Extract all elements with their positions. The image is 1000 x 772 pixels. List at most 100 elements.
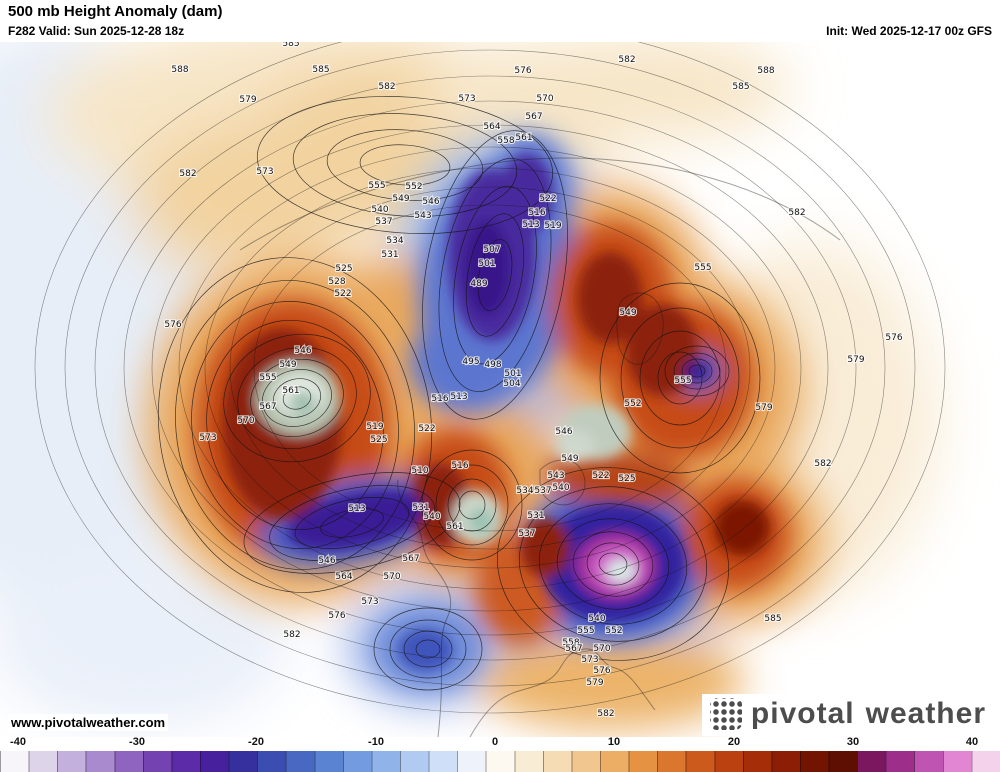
contour-label: 588 [171, 65, 188, 75]
contour-label: 573 [199, 433, 216, 443]
contour-label: 540 [552, 483, 569, 493]
contour-label: 516 [431, 394, 448, 404]
contour-label: 540 [371, 205, 388, 215]
contour-label: 510 [411, 466, 428, 476]
contour-label: 519 [544, 221, 561, 231]
contour-label: 558 [562, 638, 579, 648]
colorbar-gradient [0, 751, 1000, 772]
contour-label: 495 [462, 357, 479, 367]
contour-label: 561 [515, 133, 532, 143]
contour-label: 525 [335, 264, 352, 274]
contour-label: 573 [458, 94, 475, 104]
contour-label: 579 [755, 403, 772, 413]
contour-label: 543 [414, 211, 431, 221]
anomaly-colorbar: -40 -30 -20 -10 0 10 20 30 40 [0, 736, 1000, 772]
contour-label: 516 [528, 208, 545, 218]
contour-label: 555 [694, 263, 711, 273]
contour-label: 540 [423, 512, 440, 522]
valid-time-label: F282 Valid: Sun 2025-12-28 18z [8, 24, 185, 38]
logo-word-pivotal: pivotal [750, 697, 855, 730]
contour-label: 582 [788, 208, 805, 218]
contour-label: 540 [588, 614, 605, 624]
contour-label: 570 [593, 644, 610, 654]
contour-label: 534 [516, 486, 533, 496]
contour-label: 513 [522, 220, 539, 230]
contour-label: 573 [581, 655, 598, 665]
contour-label: 522 [418, 424, 435, 434]
contour-label: 585 [764, 614, 781, 624]
contour-label: 549 [279, 360, 296, 370]
map-header: 500 mb Height Anomaly (dam) F282 Valid: … [0, 0, 1000, 42]
contour-label: 564 [483, 122, 500, 132]
colorbar-tick: -10 [368, 736, 384, 748]
contour-label: 582 [597, 709, 614, 719]
contour-label: 552 [405, 182, 422, 192]
contour-label: 546 [294, 346, 311, 356]
contour-label: 582 [618, 55, 635, 65]
contour-label: 519 [366, 422, 383, 432]
contour-label: 537 [518, 529, 535, 539]
contour-label: 522 [539, 194, 556, 204]
contour-label: 552 [605, 626, 622, 636]
contour-label: 504 [503, 379, 520, 389]
contour-label: 576 [514, 66, 531, 76]
contour-label: 558 [497, 136, 514, 146]
contour-label: 534 [386, 236, 403, 246]
contour-label: 567 [402, 554, 419, 564]
colorbar-tick: 0 [491, 736, 499, 748]
contour-label: 579 [586, 678, 603, 688]
colorbar-tick: -30 [129, 736, 145, 748]
contour-label: 570 [536, 94, 553, 104]
contour-label: 567 [565, 644, 582, 654]
contour-label: 546 [422, 197, 439, 207]
contour-label: 567 [259, 402, 276, 412]
contour-label: 582 [378, 82, 395, 92]
colorbar-tick: -40 [10, 736, 26, 748]
contour-label: 543 [547, 471, 564, 481]
contour-label: 528 [328, 277, 345, 287]
contour-label: 525 [618, 474, 635, 484]
website-link: www.pivotalweather.com [8, 714, 169, 731]
map-title: 500 mb Height Anomaly (dam) [8, 3, 223, 20]
contour-label: 576 [328, 611, 345, 621]
contour-label: 513 [348, 504, 365, 514]
contour-label: 546 [555, 427, 572, 437]
contour-label: 573 [361, 597, 378, 607]
contour-label: 576 [593, 666, 610, 676]
colorbar-ticks: -40 -30 -20 -10 0 10 20 30 40 [0, 736, 1000, 751]
contour-label: 561 [446, 522, 463, 532]
colorbar-tick: 30 [846, 736, 860, 748]
contour-lines-layer [34, 22, 946, 714]
contour-label: 555 [577, 626, 594, 636]
contour-label: 585 [732, 82, 749, 92]
contour-label: 549 [561, 454, 578, 464]
contour-label: 570 [383, 572, 400, 582]
contour-label: 579 [847, 355, 864, 365]
contour-label: 585 [282, 42, 299, 49]
colorbar-tick: 20 [727, 736, 741, 748]
colorbar-tick: -20 [248, 736, 264, 748]
contour-label: 561 [282, 386, 299, 396]
anomaly-fill-layer [0, 20, 940, 730]
coastlines [239, 157, 841, 738]
contour-label: 567 [525, 112, 542, 122]
contour-label: 588 [757, 66, 774, 76]
contour-label: 531 [412, 503, 429, 513]
contour-label: 573 [256, 167, 273, 177]
contour-label: 555 [368, 181, 385, 191]
contour-label: 531 [527, 511, 544, 521]
contour-label: 549 [392, 194, 409, 204]
contour-label: 501 [478, 259, 495, 269]
contour-label: 498 [484, 360, 501, 370]
contour-label: 585 [312, 65, 329, 75]
contour-label: 564 [335, 572, 352, 582]
logo-word-weather: weather [865, 697, 986, 730]
contour-label: 579 [239, 95, 256, 105]
contour-label: 570 [237, 416, 254, 426]
contour-label: 582 [283, 630, 300, 640]
contour-label: 552 [624, 399, 641, 409]
contour-label: 513 [450, 392, 467, 402]
